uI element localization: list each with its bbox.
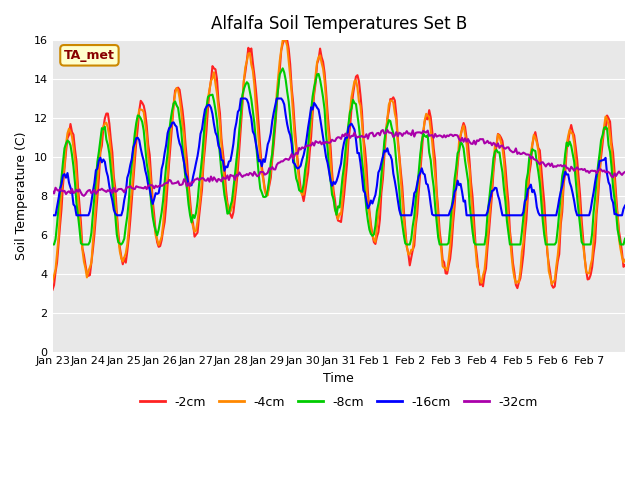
-16cm bbox=[68, 189, 76, 194]
-32cm bbox=[88, 191, 95, 196]
-16cm bbox=[49, 213, 56, 218]
Y-axis label: Soil Temperature (C): Soil Temperature (C) bbox=[15, 132, 28, 260]
-4cm bbox=[49, 278, 56, 284]
-4cm bbox=[279, 37, 287, 43]
Line: -8cm: -8cm bbox=[52, 68, 625, 244]
-4cm bbox=[621, 257, 629, 263]
-8cm bbox=[279, 65, 287, 71]
-4cm bbox=[620, 260, 627, 265]
-16cm bbox=[618, 213, 626, 218]
-4cm bbox=[68, 133, 76, 139]
-16cm bbox=[345, 124, 353, 130]
-2cm bbox=[49, 287, 56, 293]
-2cm bbox=[86, 272, 93, 278]
-2cm bbox=[618, 250, 626, 255]
-2cm bbox=[458, 125, 466, 131]
-32cm bbox=[379, 127, 387, 133]
Line: -4cm: -4cm bbox=[52, 40, 625, 284]
-4cm bbox=[345, 124, 353, 130]
-32cm bbox=[460, 139, 467, 144]
-8cm bbox=[86, 239, 93, 244]
Line: -16cm: -16cm bbox=[52, 98, 625, 216]
-2cm bbox=[543, 249, 551, 255]
Line: -32cm: -32cm bbox=[52, 130, 625, 196]
-8cm bbox=[621, 236, 629, 241]
-2cm bbox=[68, 129, 76, 135]
-8cm bbox=[345, 121, 353, 127]
X-axis label: Time: Time bbox=[323, 372, 354, 385]
-32cm bbox=[68, 186, 76, 192]
-32cm bbox=[545, 160, 552, 166]
-32cm bbox=[620, 170, 627, 176]
-8cm bbox=[543, 241, 551, 247]
-32cm bbox=[49, 189, 56, 194]
-4cm bbox=[548, 281, 556, 287]
Legend: -2cm, -4cm, -8cm, -16cm, -32cm: -2cm, -4cm, -8cm, -16cm, -32cm bbox=[134, 391, 543, 414]
Line: -2cm: -2cm bbox=[52, 40, 625, 290]
-4cm bbox=[86, 264, 93, 270]
Text: TA_met: TA_met bbox=[64, 49, 115, 62]
-4cm bbox=[543, 246, 551, 252]
-8cm bbox=[458, 141, 466, 147]
-16cm bbox=[621, 203, 629, 208]
-32cm bbox=[345, 131, 353, 137]
-8cm bbox=[618, 241, 626, 247]
-4cm bbox=[458, 127, 466, 132]
-16cm bbox=[237, 96, 244, 101]
-16cm bbox=[543, 213, 551, 218]
-32cm bbox=[621, 169, 629, 175]
-8cm bbox=[49, 241, 56, 247]
-16cm bbox=[86, 208, 93, 214]
Title: Alfalfa Soil Temperatures Set B: Alfalfa Soil Temperatures Set B bbox=[211, 15, 467, 33]
-2cm bbox=[280, 37, 288, 43]
-2cm bbox=[345, 137, 353, 143]
-32cm bbox=[80, 193, 88, 199]
-16cm bbox=[458, 189, 466, 195]
-8cm bbox=[68, 152, 76, 157]
-2cm bbox=[621, 262, 629, 268]
